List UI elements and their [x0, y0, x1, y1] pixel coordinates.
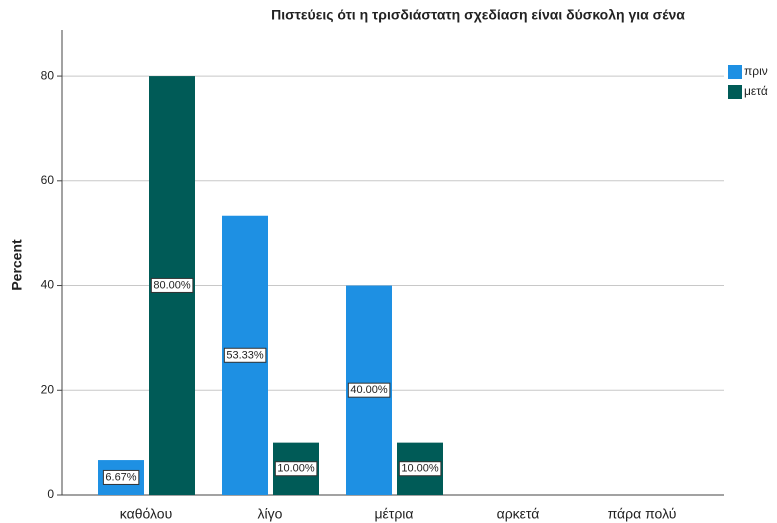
label-box — [398, 461, 442, 477]
label-box — [347, 382, 391, 398]
label-box — [150, 277, 194, 293]
chart-title: Πιστεύεις ότι η τρισδιάστατη σχεδίαση εί… — [271, 7, 685, 23]
legend-swatch — [728, 85, 742, 99]
legend-label: πριν — [744, 64, 768, 78]
data-label: 10.00% — [401, 463, 439, 475]
x-tick-label: μέτρια — [374, 506, 413, 522]
y-tick-label: 80 — [41, 68, 55, 82]
y-tick-label: 40 — [41, 278, 55, 292]
y-tick-label: 0 — [47, 487, 54, 501]
x-tick-label: καθόλου — [120, 506, 172, 522]
y-axis-label: Percent — [9, 239, 25, 291]
data-label: 53.33% — [226, 349, 264, 361]
data-label: 10.00% — [277, 463, 315, 475]
data-label: 80.00% — [153, 279, 191, 291]
label-box — [274, 461, 318, 477]
data-label: 40.00% — [350, 384, 388, 396]
data-label: 6.67% — [105, 471, 136, 483]
y-tick-label: 60 — [41, 173, 55, 187]
label-box — [102, 469, 140, 485]
legend-label: μετά — [744, 84, 768, 98]
label-box — [223, 347, 267, 363]
x-tick-label: αρκετά — [497, 506, 540, 522]
x-tick-label: λίγο — [258, 506, 283, 522]
x-tick-label: πάρα πολύ — [608, 506, 677, 522]
y-tick-label: 20 — [41, 382, 55, 396]
legend-swatch — [728, 65, 742, 79]
